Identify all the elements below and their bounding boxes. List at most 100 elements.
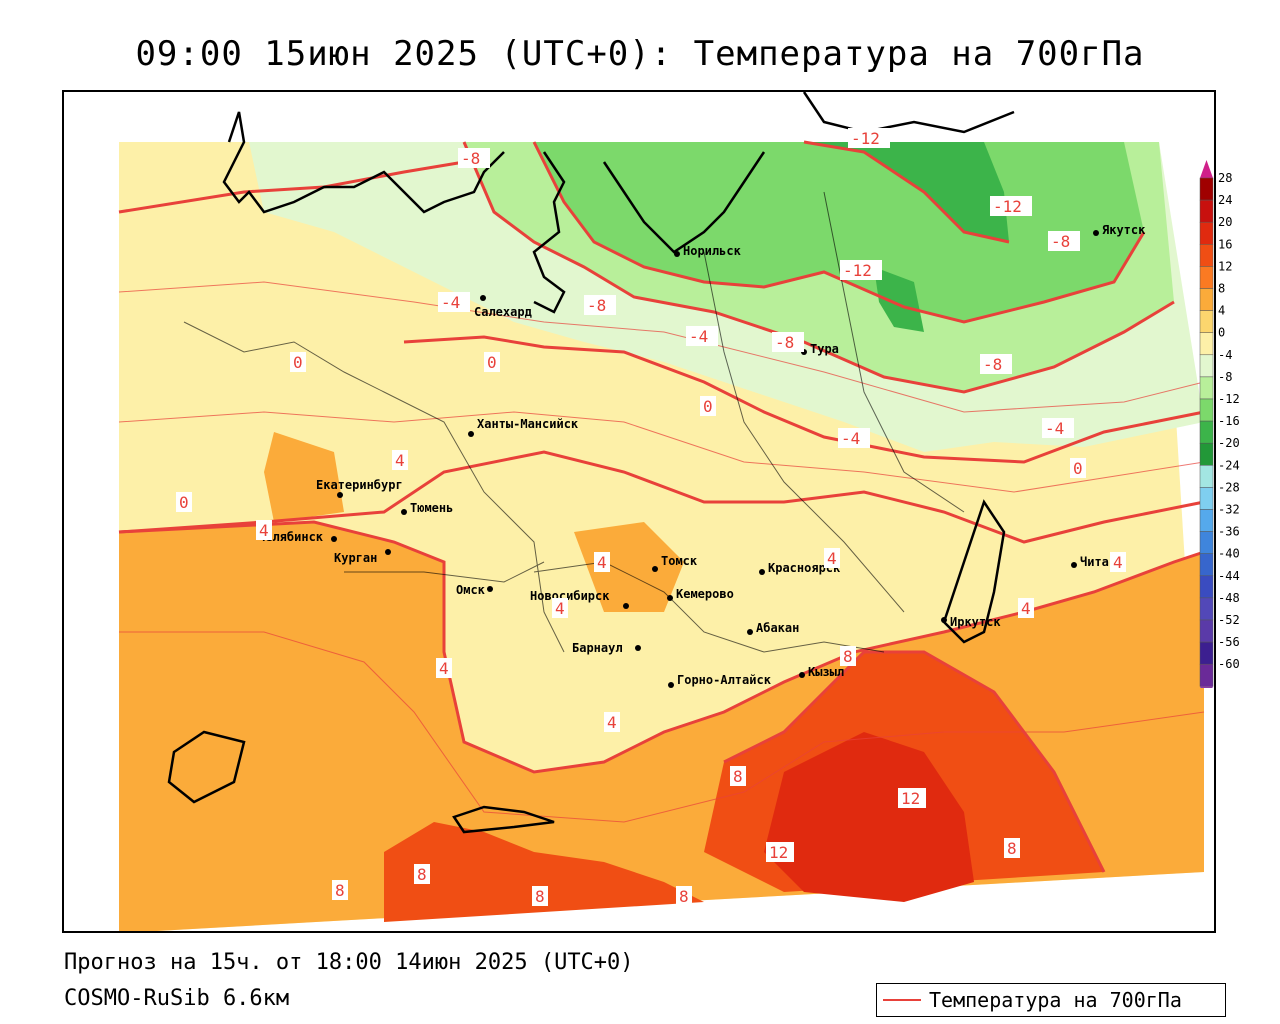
city-label: Якутск (1102, 223, 1146, 237)
colorbar-tick-label: -36 (1218, 525, 1240, 539)
model-name: COSMO-RuSib 6.6км (64, 986, 290, 1011)
city-label: Тура (810, 342, 839, 356)
colorbar-swatch (1199, 509, 1214, 532)
isotherm-label: 8 (1007, 839, 1017, 858)
legend-label: Температура на 700гПа (929, 988, 1182, 1012)
colorbar-swatch (1199, 619, 1214, 643)
colorbar-tick-label: -4 (1218, 348, 1232, 362)
isotherm-label: -12 (851, 129, 880, 148)
isotherm-label: 8 (535, 887, 545, 906)
city-label: Норильск (683, 244, 742, 258)
isotherm-label: 8 (733, 767, 743, 786)
colorbar-swatch (1199, 442, 1214, 466)
isotherm-label: -4 (841, 429, 860, 448)
isotherm-label: -4 (441, 293, 460, 312)
isotherm-label: 8 (417, 865, 427, 884)
city-label: Барнаул (572, 641, 623, 655)
isotherm-label: 12 (901, 789, 920, 808)
colorbar-swatch (1199, 332, 1214, 356)
colorbar-swatch (1199, 310, 1214, 333)
isotherm-label: -8 (461, 149, 480, 168)
colorbar-tick-label: -52 (1218, 613, 1240, 627)
isotherm-label: 8 (335, 881, 345, 900)
colorbar-tick-label: 12 (1218, 259, 1232, 273)
legend-line-swatch (883, 999, 921, 1001)
map-title: 09:00 15июн 2025 (UTC+0): Температура на… (135, 34, 1145, 74)
isotherm-label: 4 (1113, 553, 1123, 572)
temperature-map[interactable]: Якутск Норильск Салехард Тура Ханты-Манс… (62, 90, 1216, 933)
isotherm-label: 0 (179, 493, 189, 512)
isotherm-label: -8 (1051, 232, 1070, 251)
isotherm-label: 4 (555, 599, 565, 618)
colorbar-swatch (1199, 663, 1214, 687)
city-label: Кемерово (676, 587, 734, 601)
colorbar-tick-label: -44 (1218, 569, 1240, 583)
isotherm-label: 4 (1021, 599, 1031, 618)
isotherm-label: -8 (775, 333, 794, 352)
isotherm-label: -8 (587, 296, 606, 315)
isotherm-label: 8 (843, 647, 853, 666)
city-label: Екатеринбург (316, 478, 403, 492)
city-label: Иркутск (950, 615, 1001, 629)
city-label: Омск (456, 583, 486, 597)
city-label: Тюмень (410, 501, 453, 515)
colorbar-tick-label: 16 (1218, 237, 1232, 251)
colorbar-swatch (1199, 487, 1214, 510)
colorbar-tick-label: -48 (1218, 591, 1240, 605)
colorbar-swatch (1199, 354, 1214, 378)
forecast-info: Прогноз на 15ч. от 18:00 14июн 2025 (UTC… (64, 950, 634, 975)
colorbar-tick-label: 0 (1218, 326, 1225, 340)
isotherm-label: 8 (679, 887, 689, 906)
colorbar-swatch (1199, 641, 1214, 665)
city-label: Горно-Алтайск (677, 673, 772, 687)
isotherm-label: 0 (293, 353, 303, 372)
colorbar-tick-label: 24 (1218, 193, 1232, 207)
isotherm-label: 0 (1073, 459, 1083, 478)
colorbar-swatch (1199, 575, 1214, 599)
city-label: Челябинск (258, 530, 324, 544)
colorbar-tick-label: -24 (1218, 458, 1240, 472)
city-label: Чита (1080, 555, 1109, 569)
isotherm-label: 0 (487, 353, 497, 372)
colorbar-tick-label: -56 (1218, 635, 1240, 649)
colorbar-tick-label: -16 (1218, 414, 1240, 428)
colorbar-tick-label: 28 (1218, 171, 1232, 185)
colorbar-swatch (1199, 465, 1214, 488)
isotherm-label: 4 (597, 553, 607, 572)
colorbar-tick-label: 8 (1218, 282, 1225, 296)
isotherm-label: -4 (689, 327, 708, 346)
colorbar-swatch (1199, 177, 1214, 201)
isotherm-label: 12 (769, 843, 788, 862)
colorbar-tick-label: -32 (1218, 503, 1240, 517)
city-label: Красноярск (768, 561, 841, 575)
colorbar-tick-label: -40 (1218, 547, 1240, 561)
colorbar-top-arrow (1200, 160, 1213, 178)
city-label: Томск (661, 554, 698, 568)
isotherm-label: 0 (703, 397, 713, 416)
isotherm-label: -12 (993, 197, 1022, 216)
colorbar-tick-label: -12 (1218, 392, 1240, 406)
city-label: Кызыл (808, 665, 844, 679)
colorbar-swatch (1199, 266, 1214, 289)
city-label: Новосибирск (530, 589, 610, 603)
colorbar-swatch (1199, 199, 1214, 223)
legend: Температура на 700гПа (876, 983, 1226, 1017)
isotherm-label: 4 (395, 451, 405, 470)
colorbar-tick-label: -60 (1218, 657, 1240, 671)
colorbar-swatch (1199, 244, 1214, 267)
city-label: Ханты-Мансийск (477, 417, 579, 431)
colorbar-tick-label: -8 (1218, 370, 1232, 384)
colorbar-tick-label: 4 (1218, 304, 1225, 318)
colorbar-swatch (1199, 221, 1214, 245)
colorbar-swatch (1199, 531, 1214, 554)
colorbar-bottom-arrow (1200, 686, 1213, 688)
isotherm-label: -4 (1045, 419, 1064, 438)
colorbar-swatch (1199, 376, 1214, 400)
colorbar-swatch (1199, 597, 1214, 621)
isotherm-label: 4 (607, 713, 617, 732)
isotherm-label: 4 (827, 549, 837, 568)
isotherm-label: -8 (983, 355, 1002, 374)
colorbar-swatch (1199, 398, 1214, 422)
city-label: Курган (334, 551, 377, 565)
isotherm-label: 4 (439, 659, 449, 678)
